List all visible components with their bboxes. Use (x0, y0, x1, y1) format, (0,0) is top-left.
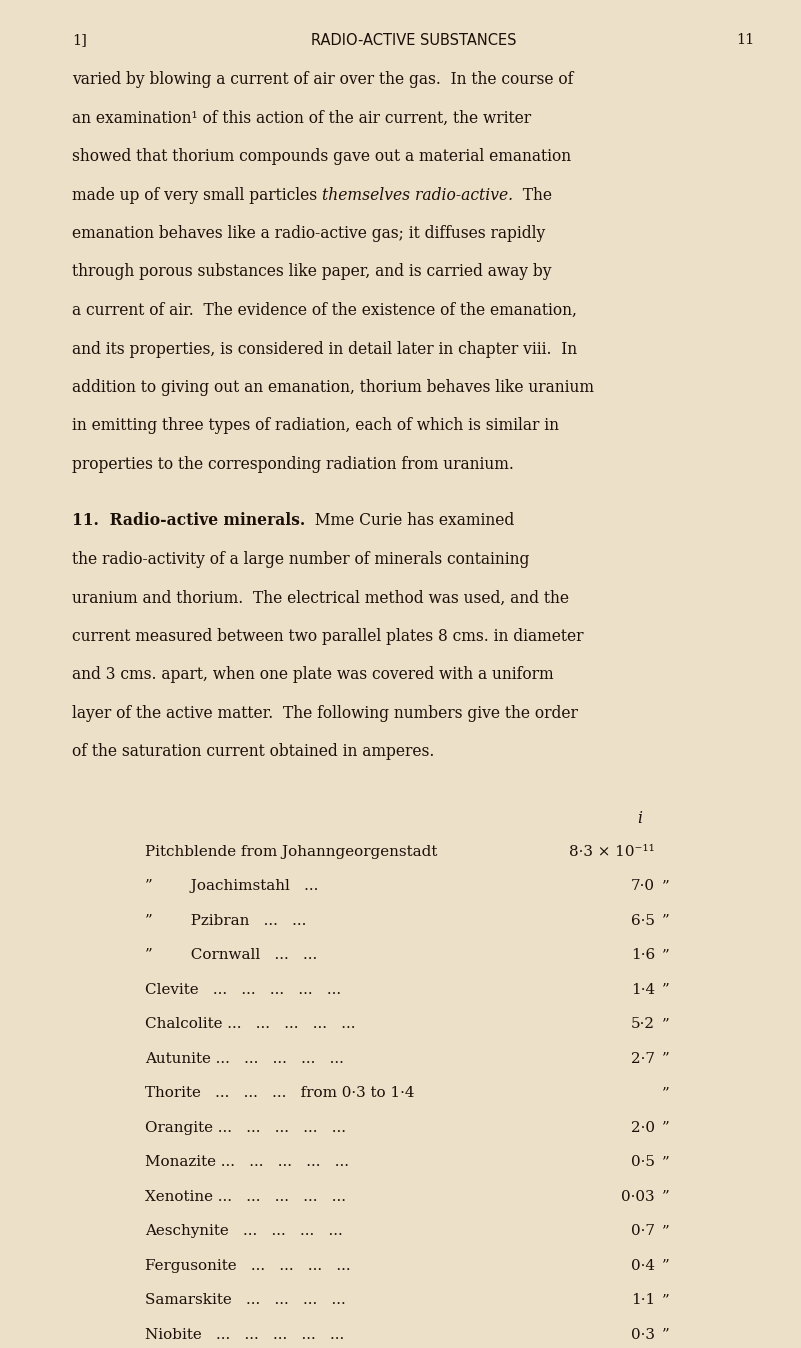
Text: ”: ” (662, 1086, 670, 1100)
Text: i: i (638, 810, 642, 828)
Text: of the saturation current obtained in amperes.: of the saturation current obtained in am… (72, 744, 434, 760)
Text: made up of very small particles: made up of very small particles (72, 186, 322, 204)
Text: in emitting three types of radiation, each of which is similar in: in emitting three types of radiation, ea… (72, 418, 559, 434)
Text: emanation behaves like a radio-active gas; it diffuses rapidly: emanation behaves like a radio-active ga… (72, 225, 545, 243)
Text: 1·1: 1·1 (630, 1293, 655, 1308)
Text: and its properties, is considered in detail later in chapter viii.  In: and its properties, is considered in det… (72, 341, 578, 357)
Text: addition to giving out an emanation, thorium behaves like uranium: addition to giving out an emanation, tho… (72, 379, 594, 396)
Text: The: The (513, 186, 552, 204)
Text: themselves radio-active.: themselves radio-active. (322, 186, 513, 204)
Text: Chalcolite ...   ...   ...   ...   ...: Chalcolite ... ... ... ... ... (145, 1018, 356, 1031)
Text: 0·7: 0·7 (631, 1224, 655, 1239)
Text: ”: ” (662, 1018, 670, 1031)
Text: Monazite ...   ...   ...   ...   ...: Monazite ... ... ... ... ... (145, 1155, 349, 1169)
Text: ”: ” (662, 1051, 670, 1066)
Text: ”: ” (662, 1190, 670, 1204)
Text: ”        Joachimstahl   ...: ” Joachimstahl ... (145, 879, 318, 894)
Text: through porous substances like paper, and is carried away by: through porous substances like paper, an… (72, 263, 552, 280)
Text: Thorite   ...   ...   ...   from 0·3 to 1·4: Thorite ... ... ... from 0·3 to 1·4 (145, 1086, 414, 1100)
Text: Samarskite   ...   ...   ...   ...: Samarskite ... ... ... ... (145, 1293, 346, 1308)
Text: Pitchblende from Johanngeorgenstadt: Pitchblende from Johanngeorgenstadt (145, 845, 437, 859)
Text: ”        Pzibran   ...   ...: ” Pzibran ... ... (145, 914, 306, 927)
Text: 0·03: 0·03 (622, 1190, 655, 1204)
Text: the radio-activity of a large number of minerals containing: the radio-activity of a large number of … (72, 551, 529, 568)
Text: ”: ” (662, 1259, 670, 1273)
Text: ”: ” (662, 1293, 670, 1308)
Text: 2·7: 2·7 (631, 1051, 655, 1066)
Text: ”        Cornwall   ...   ...: ” Cornwall ... ... (145, 948, 317, 962)
Text: current measured between two parallel plates 8 cms. in diameter: current measured between two parallel pl… (72, 628, 583, 644)
Text: an examination¹ of this action of the air current, the writer: an examination¹ of this action of the ai… (72, 109, 531, 127)
Text: layer of the active matter.  The following numbers give the order: layer of the active matter. The followin… (72, 705, 578, 723)
Text: ”: ” (662, 879, 670, 894)
Text: 0·3: 0·3 (631, 1328, 655, 1341)
Text: Autunite ...   ...   ...   ...   ...: Autunite ... ... ... ... ... (145, 1051, 344, 1066)
Text: Fergusonite   ...   ...   ...   ...: Fergusonite ... ... ... ... (145, 1259, 351, 1273)
Text: 11: 11 (737, 32, 755, 47)
Text: 0·5: 0·5 (631, 1155, 655, 1169)
Text: and 3 cms. apart, when one plate was covered with a uniform: and 3 cms. apart, when one plate was cov… (72, 666, 553, 683)
Text: a current of air.  The evidence of the existence of the emanation,: a current of air. The evidence of the ex… (72, 302, 577, 319)
Text: Mme Curie has examined: Mme Curie has examined (305, 512, 514, 530)
Text: 8·3 × 10⁻¹¹: 8·3 × 10⁻¹¹ (570, 845, 655, 859)
Text: 5·2: 5·2 (631, 1018, 655, 1031)
Text: ”: ” (662, 1328, 670, 1341)
Text: 6·5: 6·5 (631, 914, 655, 927)
Text: Niobite   ...   ...   ...   ...   ...: Niobite ... ... ... ... ... (145, 1328, 344, 1341)
Text: ”: ” (662, 983, 670, 996)
Text: 1]: 1] (72, 32, 87, 47)
Text: 2·0: 2·0 (631, 1120, 655, 1135)
Text: ”: ” (662, 948, 670, 962)
Text: ”: ” (662, 1120, 670, 1135)
Text: ”: ” (662, 1224, 670, 1239)
Text: 7·0: 7·0 (631, 879, 655, 894)
Text: Clevite   ...   ...   ...   ...   ...: Clevite ... ... ... ... ... (145, 983, 341, 996)
Text: ”: ” (662, 914, 670, 927)
Text: varied by blowing a current of air over the gas.  In the course of: varied by blowing a current of air over … (72, 71, 574, 88)
Text: Xenotine ...   ...   ...   ...   ...: Xenotine ... ... ... ... ... (145, 1190, 346, 1204)
Text: 0·4: 0·4 (631, 1259, 655, 1273)
Text: properties to the corresponding radiation from uranium.: properties to the corresponding radiatio… (72, 456, 514, 473)
Text: Aeschynite   ...   ...   ...   ...: Aeschynite ... ... ... ... (145, 1224, 343, 1239)
Text: 1·4: 1·4 (631, 983, 655, 996)
Text: ”: ” (662, 1155, 670, 1169)
Text: showed that thorium compounds gave out a material emanation: showed that thorium compounds gave out a… (72, 148, 571, 164)
Text: 11.  Radio-active minerals.: 11. Radio-active minerals. (72, 512, 305, 530)
Text: Orangite ...   ...   ...   ...   ...: Orangite ... ... ... ... ... (145, 1120, 346, 1135)
Text: 1·6: 1·6 (631, 948, 655, 962)
Text: RADIO-ACTIVE SUBSTANCES: RADIO-ACTIVE SUBSTANCES (311, 32, 517, 49)
Text: uranium and thorium.  The electrical method was used, and the: uranium and thorium. The electrical meth… (72, 589, 569, 607)
